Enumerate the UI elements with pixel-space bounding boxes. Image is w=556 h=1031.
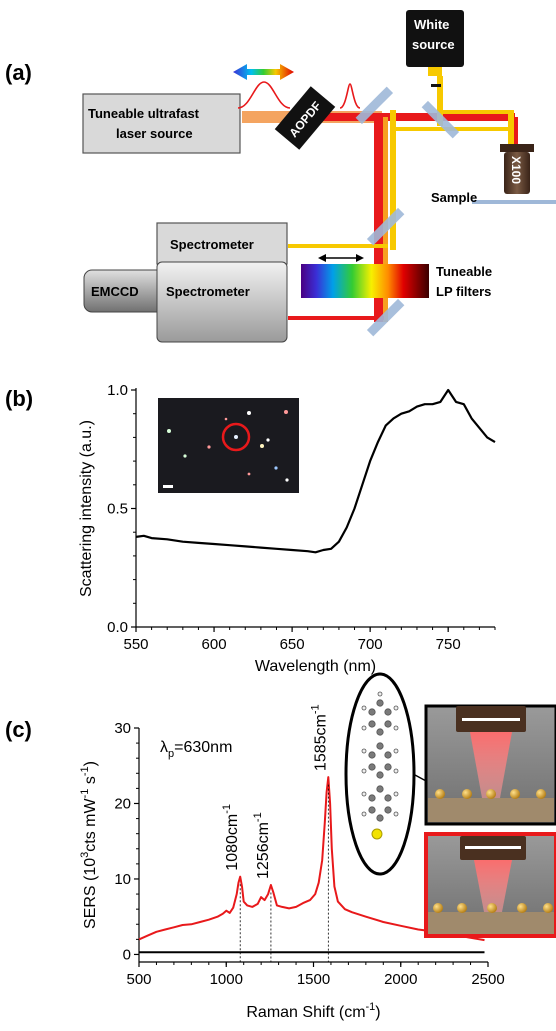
spectrometer-top-label: Spectrometer [170, 237, 254, 252]
peak-label: 1080cm-1 [221, 804, 241, 871]
x-tick-label: 550 [123, 636, 148, 653]
spectrometer-top-box [156, 222, 288, 265]
mirror-2 [421, 100, 460, 139]
white-source-beam-vertical [437, 76, 443, 126]
scattering-spectrum-chart: 550 600 650 700 750 0.0 0.5 1.0 Wavelength (nm) S… [78, 382, 496, 675]
x-tick-label: 2500 [471, 971, 504, 988]
scattering-series-line [135, 388, 496, 554]
x-axis-title: Raman Shift (cm-1) [246, 1001, 380, 1021]
spectrometer-bottom-box [156, 261, 288, 343]
darkfield-inset-image [158, 398, 299, 493]
filters-label-2: LP filters [436, 284, 491, 299]
laser-beam-red-vertical [374, 117, 384, 322]
x-tick-label: 700 [358, 636, 383, 653]
laser-source-box [82, 93, 241, 154]
x-axis-title: Wavelength (nm) [255, 658, 376, 675]
mirror-3 [366, 207, 405, 246]
laser-beam-red-horizontal [300, 113, 515, 121]
y-tick-label: 1.0 [107, 382, 128, 399]
sulfur-atom [371, 828, 383, 840]
filter-shift-arrow [318, 254, 364, 262]
laser-source-label-2: laser source [116, 126, 193, 141]
panel-c-label: (c) [5, 717, 32, 742]
x-tick-label: 1000 [210, 971, 243, 988]
biphenyl-molecule [361, 691, 399, 822]
white-source: White source [406, 10, 464, 87]
x-tick-label: 2000 [384, 971, 417, 988]
emccd-label: EMCCD [91, 284, 139, 299]
nanoparticle-schematic-bottom [424, 832, 556, 938]
spectrometer-bottom-label: Spectrometer [166, 284, 250, 299]
sers-red-series-line [138, 776, 485, 942]
filters-label-1: Tuneable [436, 264, 492, 279]
y-tick-label: 0.5 [107, 501, 128, 518]
narrow-pulse-icon [339, 83, 361, 109]
x-tick-label: 750 [436, 636, 461, 653]
panel-b-label: (b) [5, 386, 33, 411]
laser-source-label-1: Tuneable ultrafast [88, 106, 200, 121]
panel-a: (a) Tuneable ultrafast laser sou [5, 10, 556, 343]
y-axis-title: Scattering intensity (a.u.) [78, 420, 95, 597]
sers-spectrum-chart: 500 1000 1500 2000 2500 0 10 20 30 Raman Shift (c… [79, 704, 505, 1021]
white-source-box [406, 10, 464, 67]
y-tick-label: 10 [114, 871, 131, 888]
nanoparticle-schematic-top [424, 704, 556, 826]
x-tick-label: 1500 [297, 971, 330, 988]
pump-wavelength-label: λp=630nm [160, 739, 232, 760]
molecule-illustration [344, 672, 458, 876]
y-tick-label: 20 [114, 795, 131, 812]
mirror-1 [355, 86, 394, 125]
white-beam-to-spectrometer [288, 244, 388, 248]
x-tick-label: 600 [202, 636, 227, 653]
y-tick-label: 30 [114, 720, 131, 737]
panel-c: (c) 500 1000 1500 2000 2500 0 10 20 30 Raman Shif… [5, 672, 556, 1021]
sample-slide [472, 200, 556, 204]
peak-label: 1585cm-1 [309, 704, 329, 771]
white-source-label-1: White [414, 17, 449, 32]
y-tick-label: 0.0 [107, 619, 128, 636]
sample-label: Sample [431, 190, 477, 205]
lp-filter-gradient [301, 264, 429, 298]
selected-particle-circle [221, 422, 251, 452]
y-axis-title: SERS (103cts mW-1 s-1) [79, 761, 99, 929]
scale-bar [163, 485, 173, 488]
x-tick-label: 500 [126, 971, 151, 988]
peak-label: 1256cm-1 [252, 812, 272, 879]
objective-lens: X100 [500, 144, 534, 194]
x-tick-label: 650 [280, 636, 305, 653]
mirrors [355, 86, 460, 337]
white-source-label-2: source [412, 37, 455, 52]
objective-label: X100 [509, 156, 523, 184]
y-tick-label: 0 [123, 946, 131, 963]
laser-beam-to-spectrometer [288, 316, 384, 320]
tunable-wavelength-arrow [233, 64, 294, 80]
panel-a-label: (a) [5, 60, 32, 85]
mirror-4 [366, 298, 405, 337]
broad-pulse-icon [237, 81, 291, 109]
panel-b: (b) 550 600 650 700 750 0.0 0.5 1.0 Wavelength (… [5, 382, 496, 675]
